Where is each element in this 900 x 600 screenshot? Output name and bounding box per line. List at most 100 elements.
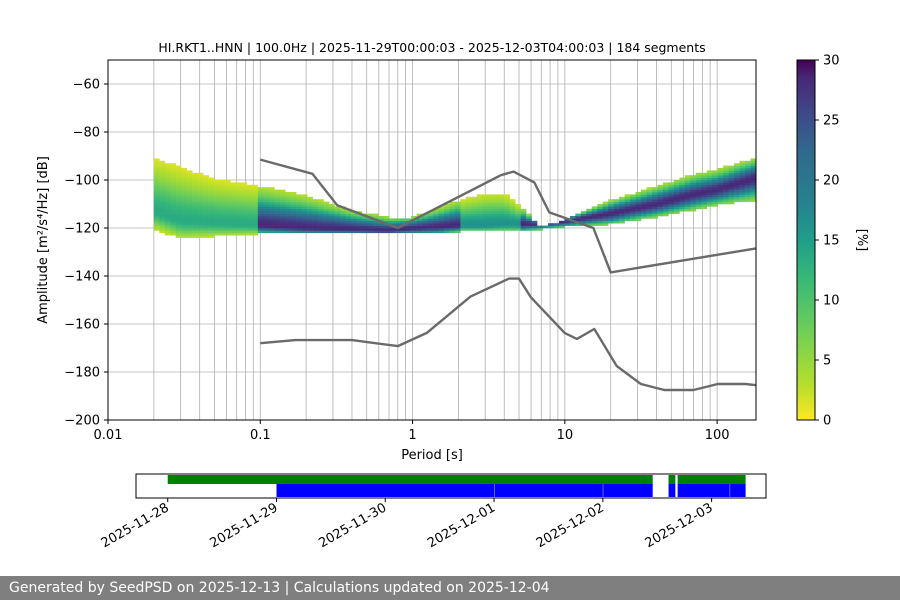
psd-cell bbox=[657, 204, 664, 207]
psd-cell bbox=[181, 211, 187, 214]
psd-cell bbox=[279, 223, 286, 226]
psd-cell bbox=[739, 177, 746, 181]
psd-cell bbox=[219, 201, 226, 205]
psd-cell bbox=[673, 204, 680, 207]
psd-cell bbox=[493, 225, 500, 229]
psd-cell bbox=[241, 211, 248, 214]
psd-cell bbox=[558, 223, 565, 226]
psd-cell bbox=[246, 225, 253, 229]
psd-cell bbox=[734, 182, 740, 186]
psd-cell bbox=[695, 201, 702, 205]
psd-cell bbox=[619, 220, 625, 224]
used-segment-bar bbox=[677, 484, 730, 497]
psd-cell bbox=[602, 201, 609, 205]
psd-cell bbox=[723, 177, 729, 181]
psd-cell bbox=[701, 194, 708, 198]
psd-cell bbox=[602, 223, 609, 226]
psd-cell bbox=[164, 204, 171, 207]
psd-cell bbox=[750, 189, 757, 193]
psd-cell bbox=[225, 189, 231, 193]
psd-cell bbox=[695, 184, 702, 188]
psd-cell bbox=[734, 194, 740, 198]
psd-cell bbox=[164, 201, 171, 205]
timeline-tick-label: 2025-11-29 bbox=[208, 500, 281, 551]
psd-cell bbox=[668, 196, 675, 200]
psd-cell bbox=[668, 184, 675, 188]
psd-cell bbox=[695, 177, 702, 181]
psd-cell bbox=[498, 225, 505, 229]
psd-cell bbox=[416, 220, 423, 224]
psd-cell bbox=[394, 223, 401, 226]
psd-cell bbox=[646, 213, 653, 217]
psd-cell bbox=[279, 194, 286, 198]
psd-cell bbox=[679, 208, 686, 212]
psd-cell bbox=[712, 196, 718, 200]
psd-cell bbox=[170, 172, 177, 176]
psd-cell bbox=[186, 235, 193, 238]
psd-cell bbox=[164, 192, 171, 195]
psd-cell bbox=[301, 196, 308, 200]
psd-cell bbox=[684, 206, 691, 210]
psd-cell bbox=[504, 223, 510, 226]
psd-cell bbox=[214, 220, 220, 224]
psd-cell bbox=[745, 180, 751, 183]
psd-cell bbox=[706, 204, 713, 207]
psd-cell bbox=[257, 206, 264, 210]
psd-cell bbox=[214, 199, 220, 202]
psd-cell bbox=[471, 208, 478, 212]
psd-cell bbox=[164, 230, 171, 234]
psd-cell bbox=[186, 175, 193, 178]
psd-cell bbox=[712, 177, 718, 181]
psd-cell bbox=[181, 199, 187, 202]
psd-cell bbox=[153, 189, 160, 193]
psd-cell bbox=[350, 218, 357, 222]
psd-cell bbox=[734, 189, 740, 193]
psd-cell bbox=[257, 208, 264, 212]
psd-cell bbox=[296, 194, 302, 198]
psd-cell bbox=[651, 189, 658, 193]
psd-cell bbox=[367, 228, 374, 231]
psd-cell bbox=[268, 220, 275, 224]
psd-cell bbox=[602, 208, 609, 212]
psd-cell bbox=[307, 206, 313, 210]
psd-cell bbox=[257, 204, 264, 207]
psd-cell bbox=[186, 211, 193, 214]
psd-cell bbox=[482, 196, 489, 200]
psd-cell bbox=[170, 189, 177, 193]
psd-cell bbox=[651, 216, 658, 219]
psd-cell bbox=[214, 228, 220, 231]
psd-cell bbox=[537, 228, 543, 231]
psd-cell bbox=[192, 187, 198, 190]
psd-cell bbox=[739, 182, 746, 186]
psd-cell bbox=[673, 187, 680, 190]
psd-cell bbox=[263, 194, 270, 198]
psd-cell bbox=[164, 218, 171, 222]
psd-cell bbox=[345, 216, 352, 219]
psd-cell bbox=[301, 199, 308, 202]
psd-cell bbox=[334, 206, 341, 210]
psd-cell bbox=[750, 165, 757, 169]
psd-cell bbox=[263, 192, 270, 195]
psd-cell bbox=[361, 223, 368, 226]
psd-cell bbox=[252, 196, 259, 200]
psd-cell bbox=[558, 225, 565, 229]
psd-cell bbox=[153, 163, 160, 166]
psd-cell bbox=[509, 225, 516, 229]
psd-cell bbox=[734, 170, 740, 174]
psd-cell bbox=[383, 230, 390, 234]
psd-cell bbox=[159, 220, 166, 224]
psd-cell bbox=[279, 216, 286, 219]
psd-cell bbox=[728, 180, 735, 183]
psd-cell bbox=[241, 225, 248, 229]
psd-cell bbox=[252, 213, 259, 217]
psd-cell bbox=[159, 204, 166, 207]
psd-cell bbox=[695, 194, 702, 198]
psd-cell bbox=[323, 220, 330, 224]
psd-cell bbox=[208, 223, 215, 226]
psd-cell bbox=[630, 194, 636, 198]
psd-cell bbox=[274, 192, 281, 195]
psd-cell bbox=[394, 220, 401, 224]
psd-cell bbox=[246, 213, 253, 217]
psd-cell bbox=[630, 211, 636, 214]
psd-cell bbox=[460, 201, 467, 205]
